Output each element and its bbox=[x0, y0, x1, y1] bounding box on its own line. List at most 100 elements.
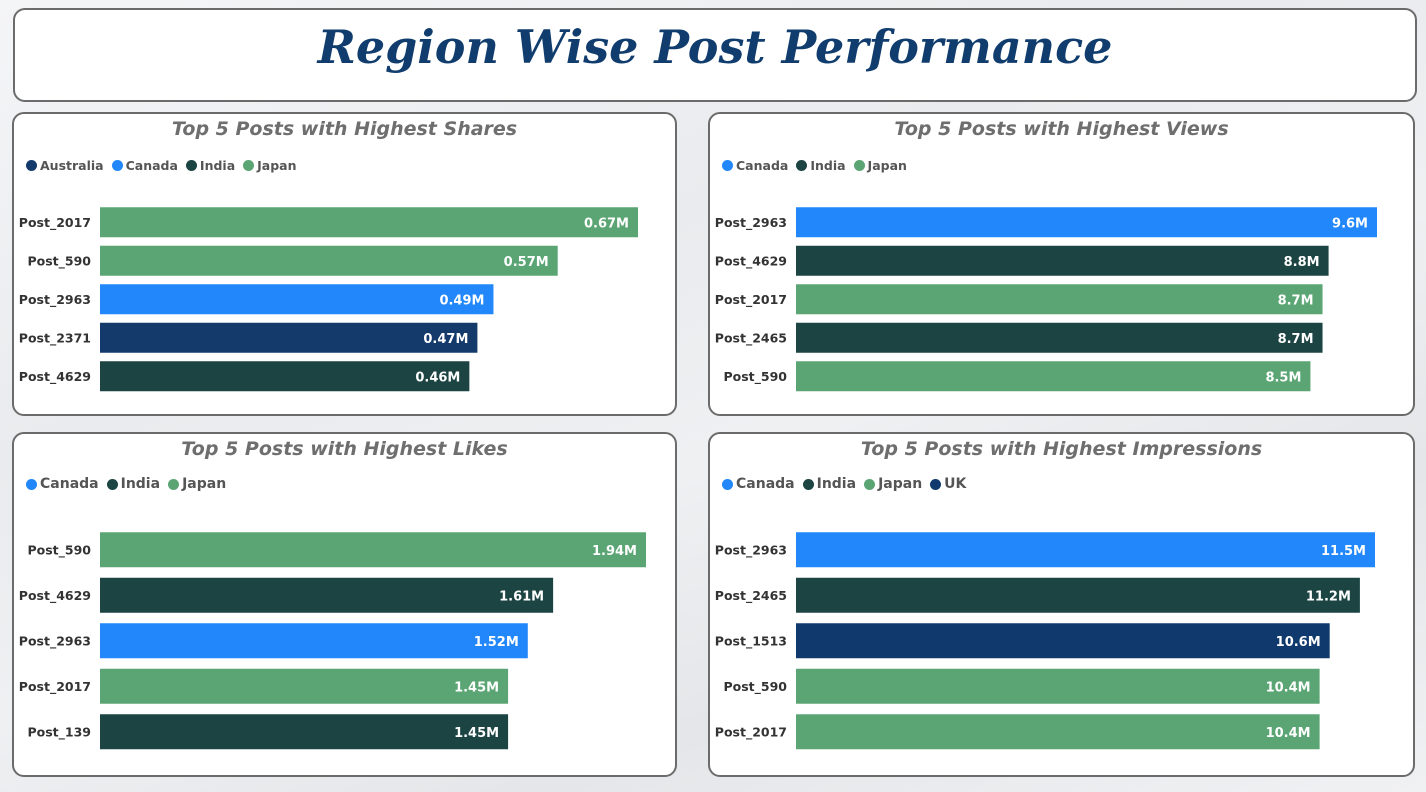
category-label: Post_2017 bbox=[19, 679, 91, 695]
page-title: Region Wise Post Performance bbox=[317, 20, 1113, 74]
bar-post-2465[interactable] bbox=[796, 577, 1360, 613]
bar-post-2963[interactable] bbox=[796, 207, 1377, 238]
bar-post-4629[interactable] bbox=[796, 245, 1329, 276]
legend-label: India bbox=[120, 476, 161, 492]
data-label: 0.46M bbox=[415, 370, 460, 385]
category-label: Post_2371 bbox=[19, 330, 91, 346]
bar-post-2017[interactable] bbox=[100, 207, 638, 238]
views-chart-panel: Top 5 Posts with Highest Views Canada Ind… bbox=[708, 112, 1415, 416]
legend-item-canada[interactable]: Canada bbox=[722, 158, 788, 173]
bar-post-590[interactable] bbox=[796, 361, 1311, 392]
likes-bar-chart: Post_590 1.94M Post_4629 1.61M Post_2963 1.52… bbox=[19, 532, 646, 750]
legend-item-canada[interactable]: Canada bbox=[26, 476, 99, 492]
chart-title: Top 5 Posts with Highest Impressions bbox=[860, 438, 1263, 460]
legend-swatch bbox=[802, 478, 814, 490]
legend-label: Japan bbox=[182, 476, 227, 492]
category-label: Post_2963 bbox=[19, 292, 91, 308]
legend-label: India bbox=[816, 476, 857, 492]
legend-label: Canada bbox=[125, 157, 178, 173]
category-label: Post_2963 bbox=[715, 215, 787, 231]
bar-post-139[interactable] bbox=[100, 714, 509, 750]
legend-swatch bbox=[722, 478, 733, 490]
data-label: 8.7M bbox=[1278, 332, 1314, 347]
category-label: Post_2017 bbox=[19, 215, 91, 231]
data-label: 8.5M bbox=[1265, 370, 1301, 385]
category-label: Post_4629 bbox=[19, 588, 91, 604]
legend-item-india[interactable]: India bbox=[802, 476, 857, 492]
legend-swatch bbox=[796, 159, 808, 171]
legend-swatch bbox=[26, 478, 37, 490]
legend-item-canada[interactable]: Canada bbox=[722, 476, 795, 492]
data-label: 1.52M bbox=[474, 635, 519, 650]
impressions-chart-panel: Top 5 Posts with Highest Impressions Can… bbox=[708, 432, 1415, 777]
impressions-bar-chart: Post_2963 11.5M Post_2465 11.2M Post_1513 10.… bbox=[715, 532, 1375, 750]
category-label: Post_590 bbox=[27, 542, 91, 558]
legend-swatch bbox=[864, 478, 876, 490]
bar-post-2963[interactable] bbox=[796, 532, 1375, 568]
bar-post-2017[interactable] bbox=[796, 284, 1323, 315]
legend-swatch bbox=[106, 478, 118, 490]
legend-item-india[interactable]: India bbox=[106, 476, 161, 492]
chart-legend: Canada India Japan bbox=[722, 156, 907, 174]
bar-post-2465[interactable] bbox=[796, 322, 1323, 353]
legend-label: India bbox=[199, 157, 236, 173]
bar-post-2017[interactable] bbox=[100, 668, 509, 704]
shares-bar-chart: Post_2017 0.67M Post_590 0.57M Post_2963 0.49… bbox=[19, 207, 638, 392]
chart-legend: Canada India Japan UK bbox=[722, 475, 966, 493]
legend-label: Japan bbox=[878, 476, 923, 492]
legend-item-japan[interactable]: Japan bbox=[853, 158, 907, 173]
legend-swatch bbox=[168, 478, 180, 490]
legend-item-canada[interactable]: Canada bbox=[111, 157, 178, 173]
shares-chart-panel: Top 5 Posts with Highest Shares Australi… bbox=[12, 112, 677, 416]
category-label: Post_2465 bbox=[715, 588, 787, 604]
data-label: 0.47M bbox=[423, 332, 468, 347]
category-label: Post_2963 bbox=[19, 633, 91, 649]
title-panel: Region Wise Post Performance bbox=[13, 8, 1417, 102]
legend-label: Japan bbox=[257, 157, 297, 173]
bar-post-590[interactable] bbox=[796, 668, 1320, 704]
category-label: Post_4629 bbox=[19, 369, 91, 385]
data-label: 10.4M bbox=[1266, 726, 1311, 741]
category-label: Post_2017 bbox=[715, 292, 787, 308]
data-label: 8.8M bbox=[1284, 255, 1320, 270]
category-label: Post_2963 bbox=[715, 542, 787, 558]
bar-post-4629[interactable] bbox=[100, 361, 470, 392]
legend-swatch bbox=[853, 159, 865, 171]
bar-post-590[interactable] bbox=[100, 245, 558, 276]
chart-title: Top 5 Posts with Highest Views bbox=[894, 118, 1229, 140]
legend-item-japan[interactable]: Japan bbox=[168, 476, 226, 492]
legend-item-india[interactable]: India bbox=[796, 158, 846, 173]
bar-post-2371[interactable] bbox=[100, 322, 478, 353]
bar-post-590[interactable] bbox=[100, 532, 646, 568]
data-label: 0.49M bbox=[439, 293, 484, 308]
data-label: 9.6M bbox=[1332, 216, 1368, 231]
category-label: Post_590 bbox=[723, 369, 787, 385]
legend-swatch bbox=[111, 159, 123, 171]
data-label: 1.61M bbox=[499, 589, 544, 604]
bar-post-2963[interactable] bbox=[100, 284, 494, 315]
views-bar-chart: Post_2963 9.6M Post_4629 8.8M Post_2017 8.7M P… bbox=[715, 207, 1377, 392]
data-label: 0.67M bbox=[584, 216, 629, 231]
bar-post-1513[interactable] bbox=[796, 623, 1330, 659]
legend-item-australia[interactable]: Australia bbox=[26, 158, 104, 173]
category-label: Post_590 bbox=[723, 679, 787, 695]
bar-post-2963[interactable] bbox=[100, 623, 528, 659]
legend-label: Canada bbox=[736, 157, 789, 173]
bar-post-2017[interactable] bbox=[796, 714, 1320, 750]
legend-label: Canada bbox=[736, 476, 795, 492]
bar-post-4629[interactable] bbox=[100, 577, 554, 613]
legend-item-india[interactable]: India bbox=[185, 157, 236, 173]
data-label: 10.6M bbox=[1276, 635, 1321, 650]
legend-item-uk[interactable]: UK bbox=[930, 476, 966, 492]
legend-swatch bbox=[26, 159, 37, 171]
legend-item-japan[interactable]: Japan bbox=[864, 476, 922, 492]
data-label: 1.45M bbox=[454, 680, 499, 695]
legend-label: UK bbox=[944, 476, 967, 492]
data-label: 10.4M bbox=[1266, 680, 1311, 695]
data-label: 8.7M bbox=[1278, 293, 1314, 308]
category-label: Post_2465 bbox=[715, 330, 787, 346]
data-label: 11.5M bbox=[1321, 544, 1366, 559]
legend-swatch bbox=[243, 159, 255, 171]
data-label: 1.94M bbox=[592, 544, 637, 559]
legend-item-japan[interactable]: Japan bbox=[243, 157, 297, 173]
